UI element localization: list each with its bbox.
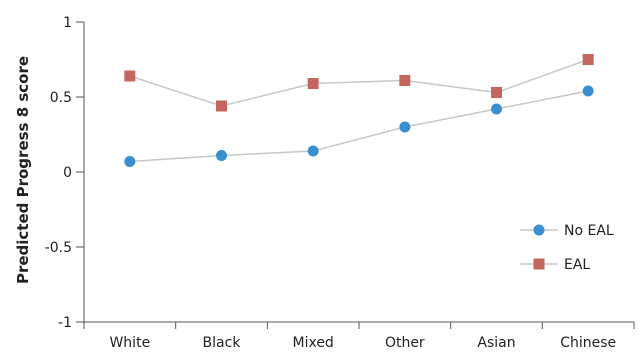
y-tick-label: 1 (63, 15, 72, 31)
data-point (216, 150, 227, 161)
series-layer (124, 54, 594, 167)
data-point (399, 121, 411, 133)
y-tick-label: 0.5 (50, 90, 72, 106)
data-point (124, 156, 136, 167)
data-point (491, 87, 502, 98)
series-line-1 (129, 58, 589, 107)
data-point (582, 54, 594, 65)
data-point (399, 75, 411, 86)
data-point (307, 78, 319, 89)
series-line-0 (129, 90, 589, 163)
data-point (582, 85, 594, 97)
legend-marker (533, 258, 545, 270)
y-tick-label: -0.5 (45, 240, 72, 256)
data-point (216, 100, 227, 112)
legend: No EAL EAL (520, 223, 614, 273)
x-tick-label: Mixed (293, 335, 334, 351)
x-tick-label: Black (203, 335, 242, 351)
legend-label: EAL (564, 257, 590, 273)
legend-marker (533, 224, 545, 236)
data-point (124, 70, 136, 82)
y-tick-label: -1 (58, 315, 72, 331)
x-tick-label: Asian (477, 335, 515, 351)
x-tick-label: Other (385, 335, 425, 351)
y-tick-label: 0 (63, 165, 72, 181)
x-tick-label: White (109, 335, 150, 351)
data-point (307, 145, 319, 157)
x-tick-label: Chinese (560, 335, 616, 351)
legend-label: No EAL (564, 223, 614, 239)
axes: 1 0.5 0 -0.5 -1 White Black Mixed Other Asian Chin… (45, 15, 635, 351)
data-point (491, 103, 502, 115)
y-axis-title: Predicted Progress 8 score (14, 56, 32, 284)
